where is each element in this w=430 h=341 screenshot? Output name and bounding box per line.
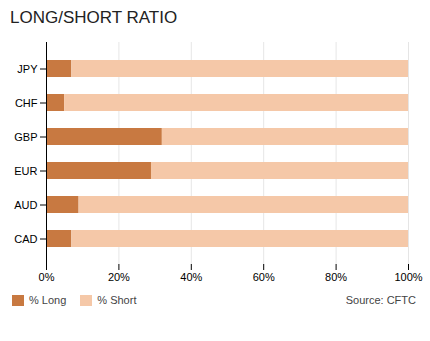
svg-text:100%: 100% — [394, 271, 422, 283]
html-text:% Long: % Long — [29, 294, 67, 306]
html-text:% Short: % Short — [97, 294, 137, 306]
svg-text:GBP: GBP — [14, 131, 37, 143]
html-text:Source: CFTC: Source: CFTC — [345, 294, 416, 306]
svg-text:0%: 0% — [39, 271, 55, 283]
svg-text:JPY: JPY — [17, 63, 38, 75]
svg-text:80%: 80% — [325, 271, 347, 283]
svg-text:AUD: AUD — [14, 199, 37, 211]
svg-text:40%: 40% — [180, 271, 202, 283]
svg-text:EUR: EUR — [14, 165, 37, 177]
svg-text:60%: 60% — [253, 271, 275, 283]
svg-text:CHF: CHF — [15, 97, 38, 109]
svg-text:CAD: CAD — [14, 233, 37, 245]
svg-text:20%: 20% — [108, 271, 130, 283]
html-text:LONG/SHORT RATIO: LONG/SHORT RATIO — [10, 8, 178, 27]
